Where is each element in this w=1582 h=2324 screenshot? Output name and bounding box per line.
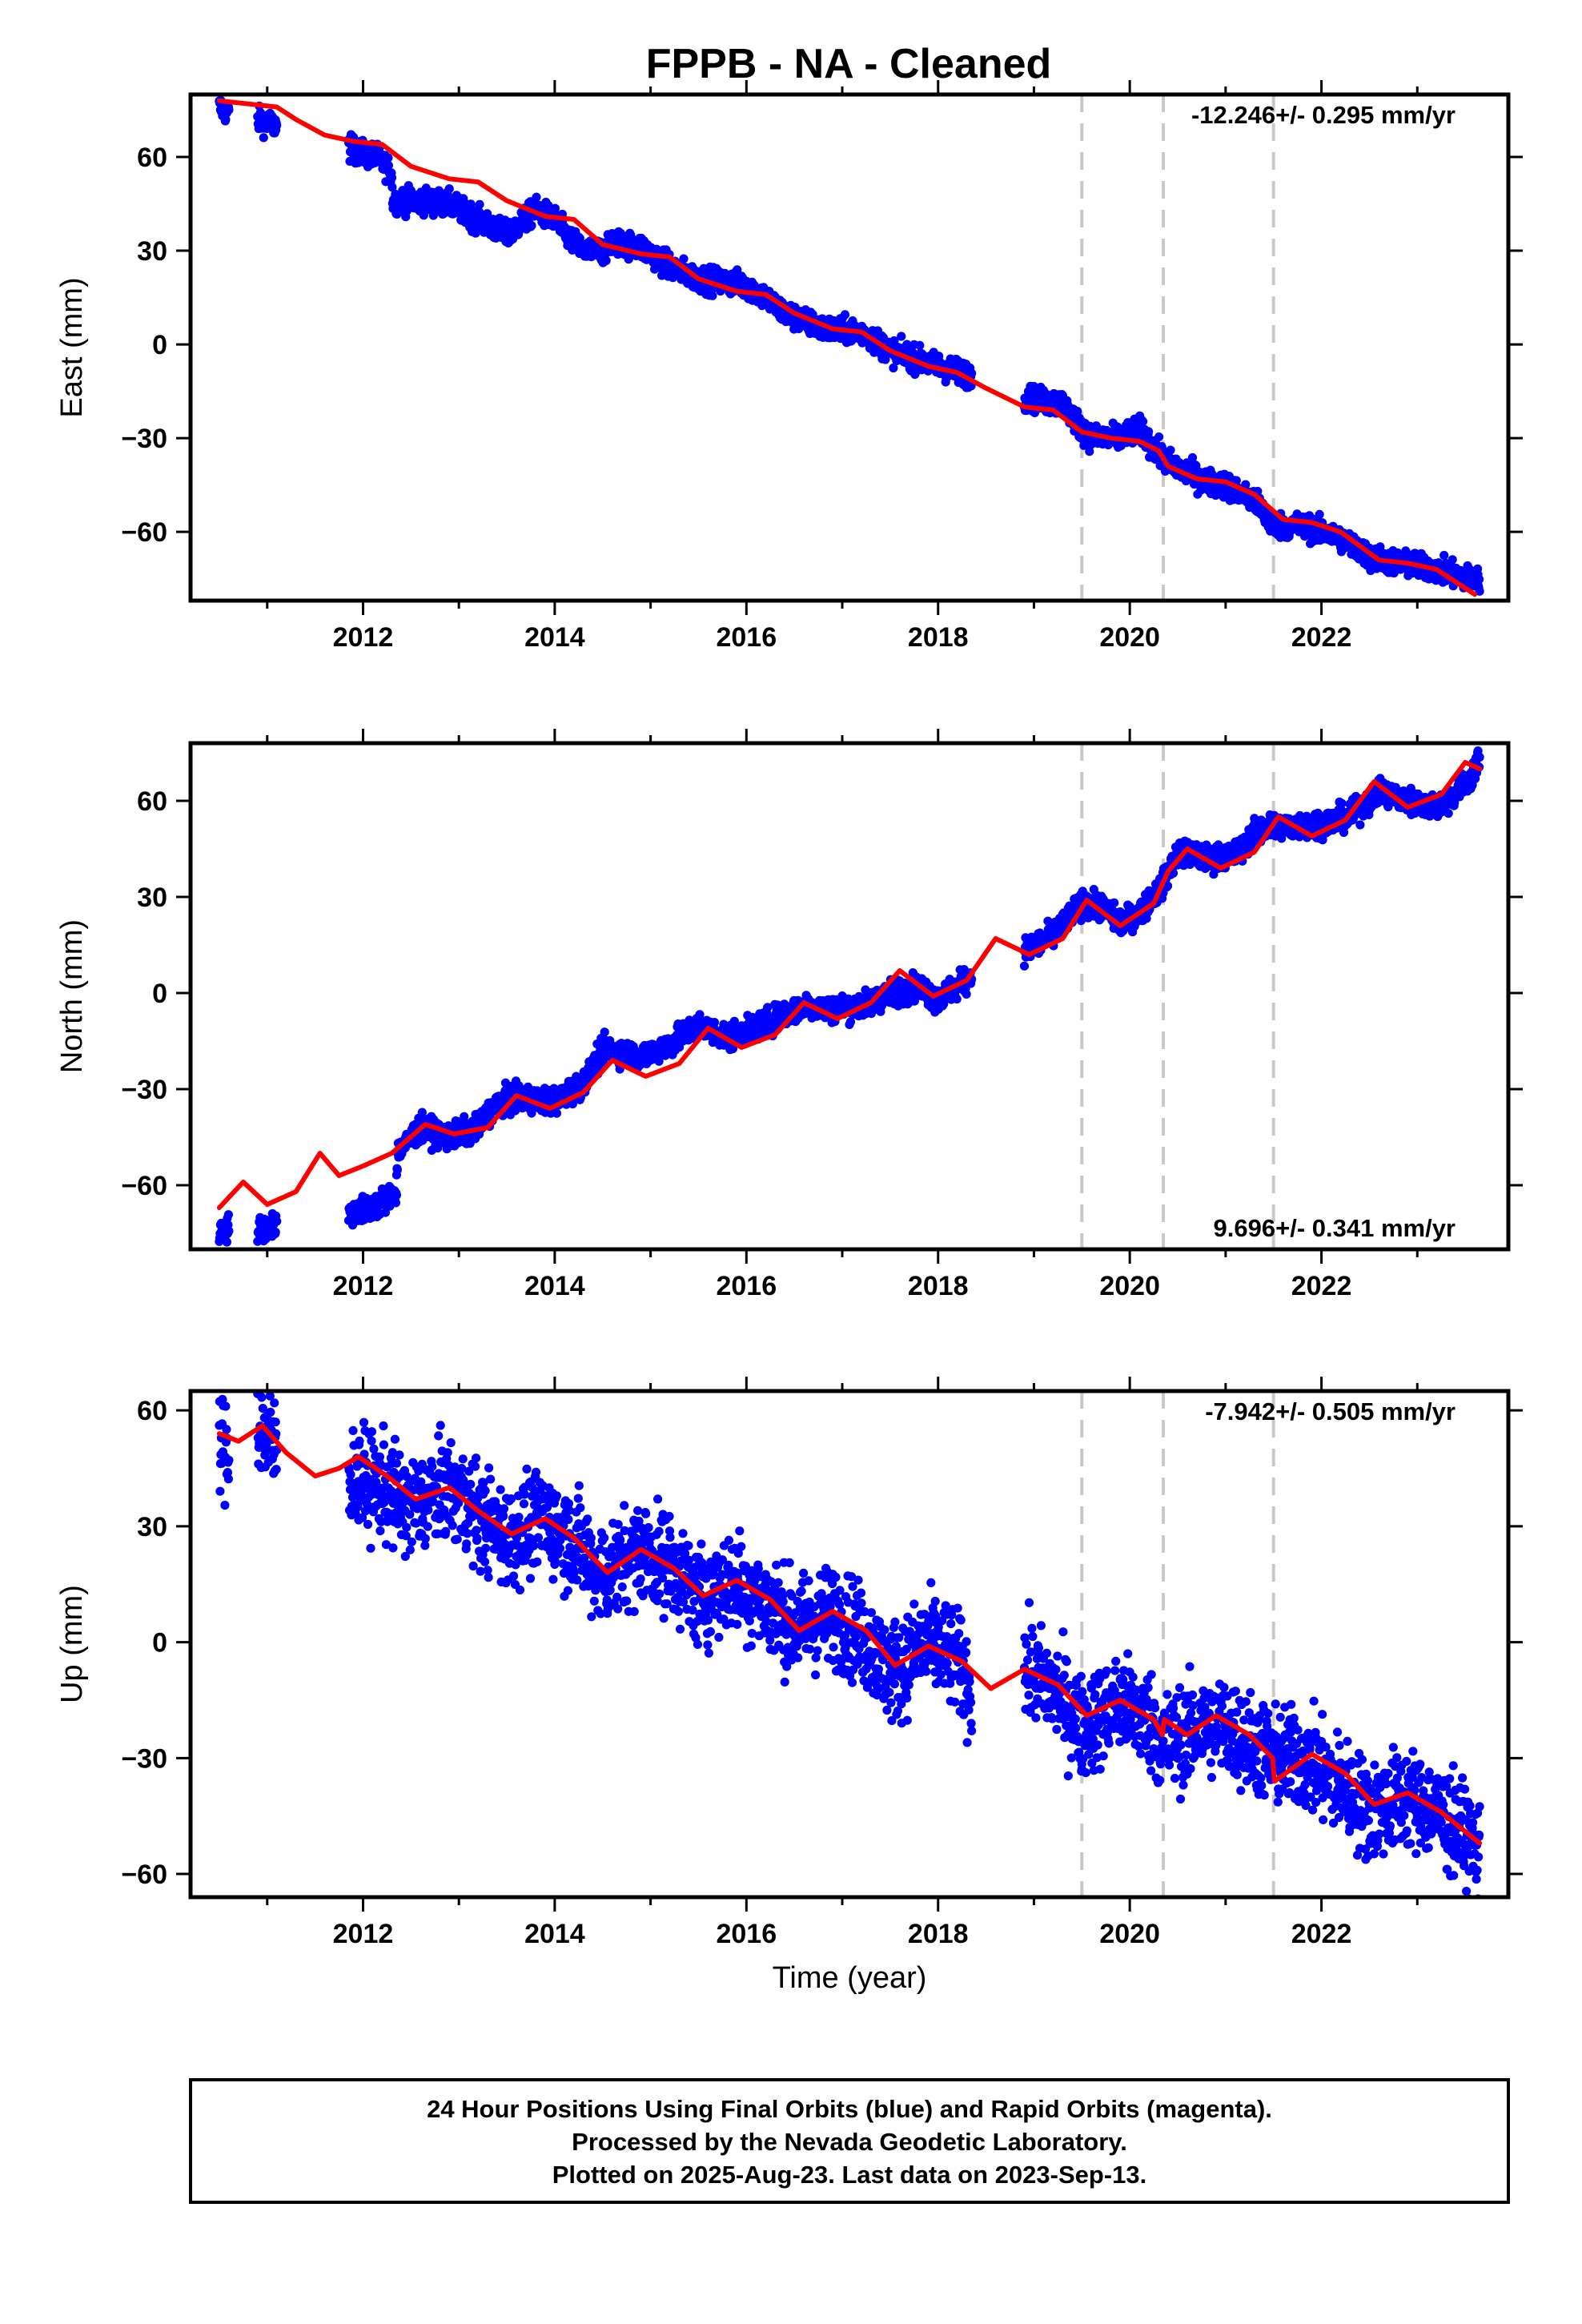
data-point xyxy=(392,1191,401,1200)
y-tick-label: 30 xyxy=(137,236,167,267)
data-point xyxy=(1315,510,1324,519)
data-point xyxy=(445,184,454,193)
y-axis-label: East (mm) xyxy=(55,277,89,417)
data-point xyxy=(1154,432,1163,441)
data-point xyxy=(383,154,392,163)
data-point xyxy=(953,995,962,1003)
data-point xyxy=(271,1228,280,1236)
data-point xyxy=(272,121,281,130)
data-point xyxy=(1448,555,1457,564)
data-point xyxy=(259,133,268,142)
velocity-label: -12.246+/- 0.295 mm/yr xyxy=(1191,101,1456,129)
x-tick-label: 2014 xyxy=(524,622,585,653)
data-point xyxy=(679,255,688,263)
data-point xyxy=(391,1198,400,1207)
data-point xyxy=(1144,427,1153,436)
data-point xyxy=(962,990,971,999)
data-point xyxy=(710,1018,719,1027)
data-point xyxy=(224,1227,233,1236)
figure-title: FPPB - NA - Cleaned xyxy=(646,41,1052,87)
data-point xyxy=(602,256,611,265)
x-tick-label: 2016 xyxy=(716,622,777,653)
y-tick-label: −30 xyxy=(121,424,167,454)
data-point xyxy=(527,221,536,230)
data-point xyxy=(476,200,484,209)
y-tick-label: −60 xyxy=(121,517,167,548)
gps-timeseries-figure: FPPB - NA - Cleaned 2012 2014 2016 2018 2020… xyxy=(0,0,1582,2324)
data-point xyxy=(1166,446,1174,455)
x-tick-label: 2012 xyxy=(333,622,394,653)
data-point xyxy=(272,1216,281,1225)
data-point xyxy=(915,341,924,350)
data-point xyxy=(393,1165,402,1174)
data-point xyxy=(1439,551,1448,560)
data-point xyxy=(1475,575,1484,584)
data-point xyxy=(224,1210,233,1219)
data-point xyxy=(1020,962,1029,971)
data-point xyxy=(841,310,849,319)
x-tick-label: 2018 xyxy=(908,622,969,653)
data-point xyxy=(600,1027,609,1036)
data-point xyxy=(387,173,396,182)
data-point xyxy=(223,1237,231,1246)
y-tick-label: 60 xyxy=(137,143,167,173)
y-tick-label: 0 xyxy=(152,330,167,360)
data-point xyxy=(552,1109,561,1118)
data-point xyxy=(897,332,905,340)
data-point xyxy=(1110,899,1118,907)
data-point xyxy=(224,106,233,115)
x-tick-label: 2022 xyxy=(1291,622,1352,653)
x-tick-label: 2020 xyxy=(1099,622,1160,653)
